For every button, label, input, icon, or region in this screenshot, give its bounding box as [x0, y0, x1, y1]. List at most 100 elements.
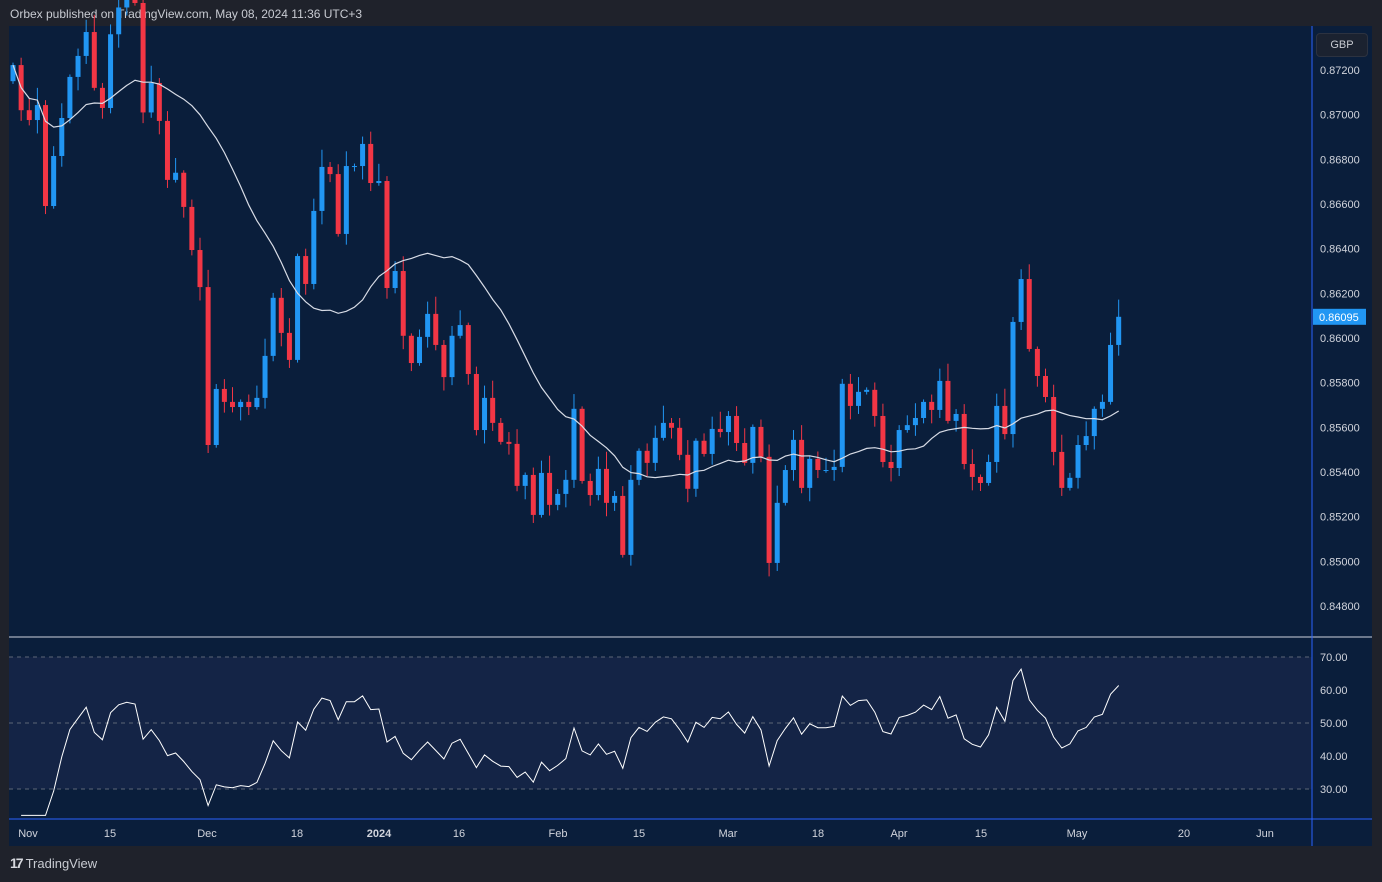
time-tick-label: 18 — [812, 828, 824, 840]
candle — [51, 146, 57, 209]
candle — [587, 473, 593, 506]
candle — [270, 292, 276, 362]
price-tick-label: 0.85800 — [1320, 378, 1360, 390]
candle — [766, 444, 772, 577]
time-tick-label: 2024 — [367, 828, 392, 840]
candle-body — [847, 383, 853, 406]
price-tick-label: 0.86600 — [1320, 199, 1360, 211]
candle-body — [742, 442, 748, 463]
candle-body — [408, 335, 414, 364]
candle-body — [961, 413, 967, 464]
candle — [286, 318, 292, 368]
candle — [1059, 434, 1065, 496]
rsi-line — [21, 667, 1120, 816]
candle-body — [734, 415, 740, 443]
candle — [758, 419, 764, 463]
candle-body — [831, 466, 837, 471]
tradingview-logo[interactable]: 17 TradingView — [10, 855, 97, 871]
currency-button[interactable]: GBP — [1316, 33, 1368, 57]
candle-body — [400, 271, 406, 336]
candle-body — [514, 443, 520, 486]
candle-body — [465, 325, 471, 374]
rsi-tick-label: 30.00 — [1320, 784, 1348, 796]
candle-body — [376, 181, 382, 184]
candle — [1026, 264, 1032, 352]
candle-body — [1075, 445, 1081, 478]
candle-body — [295, 256, 301, 360]
candle — [929, 394, 935, 424]
candle-body — [116, 7, 122, 35]
candle — [774, 485, 780, 571]
candle-body — [579, 408, 585, 481]
candle-body — [311, 210, 317, 284]
candle-body — [547, 472, 553, 505]
candle — [457, 310, 463, 339]
candle — [603, 451, 609, 517]
candle-body — [652, 437, 658, 463]
candle — [43, 100, 49, 215]
candle — [311, 198, 317, 290]
candle — [132, 0, 138, 6]
candle — [790, 430, 796, 481]
candle — [522, 472, 528, 500]
rsi-tick-label: 50.00 — [1320, 718, 1348, 730]
candle — [652, 425, 658, 471]
candle-body — [482, 397, 488, 431]
candle-body — [660, 422, 666, 438]
candle — [977, 474, 983, 492]
price-tick-label: 0.85000 — [1320, 556, 1360, 568]
candle-body — [701, 440, 707, 454]
candle — [246, 394, 252, 416]
candle-body — [945, 380, 951, 421]
candle — [1075, 435, 1081, 489]
candle-body — [977, 476, 983, 483]
candle-body — [758, 426, 764, 457]
candle — [571, 394, 577, 488]
candle-body — [1002, 405, 1008, 435]
candle-body — [555, 493, 561, 505]
candle-body — [498, 422, 504, 442]
candle-body — [156, 82, 162, 121]
candle — [156, 78, 162, 135]
candle — [376, 163, 382, 186]
candle-body — [937, 380, 943, 410]
candle — [1083, 421, 1089, 451]
candle-body — [189, 206, 195, 251]
candle — [880, 403, 886, 468]
candle-body — [969, 463, 975, 477]
current-price-label: 0.86095 — [1319, 312, 1359, 324]
candle-body — [213, 388, 219, 446]
axes-layer: 0.87200 0.87000 0.86800 0.86600 0.86400 0.862… — [9, 26, 1372, 846]
candle — [343, 151, 349, 245]
candle — [164, 111, 170, 188]
candle-body — [449, 335, 455, 378]
candle — [384, 176, 390, 299]
candle — [872, 382, 878, 427]
candle-body — [1108, 344, 1114, 402]
candle — [644, 443, 650, 477]
candle — [425, 301, 431, 348]
time-tick-label: Nov — [18, 828, 38, 840]
candle-body — [99, 87, 105, 108]
candle-body — [774, 502, 780, 563]
time-tick-label: 15 — [104, 828, 116, 840]
candle — [1010, 317, 1016, 448]
candle — [1034, 346, 1040, 387]
candle — [433, 296, 439, 351]
candle — [408, 333, 414, 372]
candle-body — [904, 425, 910, 431]
candle-body — [43, 105, 49, 207]
candle-body — [603, 468, 609, 503]
candle-body — [148, 82, 154, 113]
candle — [295, 253, 301, 363]
candle — [197, 237, 203, 301]
candle — [701, 433, 707, 457]
candle-body — [538, 472, 544, 515]
candle — [799, 425, 805, 494]
candle-body — [880, 415, 886, 462]
candle — [238, 399, 244, 421]
candle — [181, 170, 187, 218]
candle — [709, 416, 715, 465]
moving-average-line — [12, 64, 1120, 479]
